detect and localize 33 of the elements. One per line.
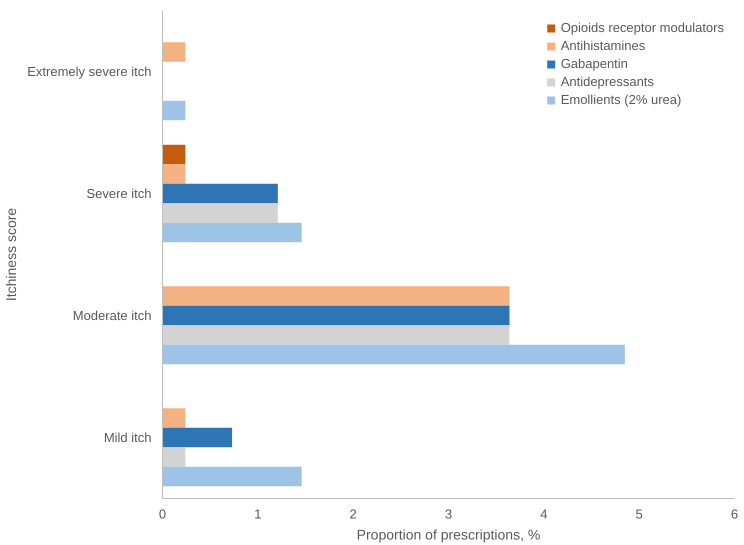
x-tick-label: 6 [730, 506, 738, 522]
bar [162, 42, 186, 62]
x-tick-label: 5 [636, 506, 643, 522]
bar [162, 100, 186, 120]
y-tick-label: Extremely severe itch [27, 64, 152, 79]
bar [162, 164, 186, 184]
legend-label: Emollients (2% urea) [560, 92, 682, 107]
y-tick-label: Severe itch [86, 186, 152, 201]
bar [162, 286, 510, 306]
bar [162, 325, 510, 345]
y-tick-label: Moderate itch [72, 308, 152, 323]
y-axis-title: Itchiness score [3, 208, 20, 302]
bar [162, 344, 625, 364]
y-tick-label: Mild itch [104, 430, 152, 445]
bar [162, 428, 232, 448]
bar [162, 408, 186, 428]
bar [162, 447, 186, 467]
x-axis-title: Proportion of prescriptions, % [356, 526, 540, 542]
legend-label: Antihistamines [560, 38, 646, 53]
bar [162, 222, 302, 242]
bar [162, 203, 278, 223]
x-tick-label: 2 [350, 506, 357, 522]
x-tick-label: 3 [444, 506, 452, 522]
legend-label: Gabapentin [560, 56, 628, 71]
bar [162, 466, 302, 486]
x-tick-label: 1 [254, 506, 262, 522]
x-tick-label: 0 [158, 506, 166, 522]
bar [162, 184, 278, 204]
legend-label: Antidepressants [560, 74, 654, 89]
x-tick-label: 4 [540, 506, 548, 522]
bar [162, 306, 510, 326]
bar [162, 144, 186, 164]
legend-label: Opioids receptor modulators [560, 20, 724, 35]
